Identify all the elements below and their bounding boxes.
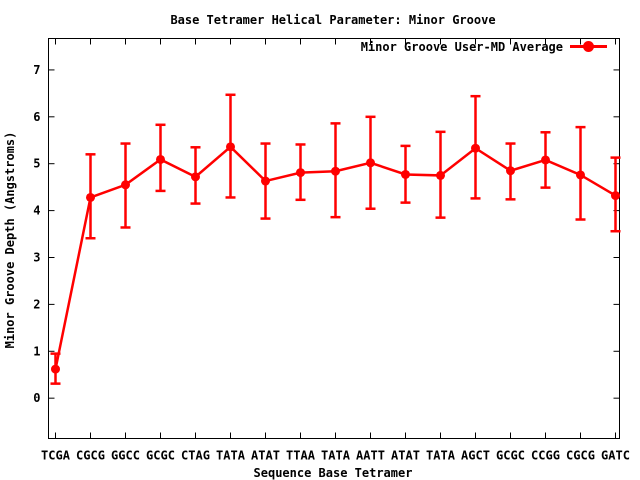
data-point [331,166,340,176]
data-series [50,93,621,385]
y-tick-label: 0 [33,391,40,405]
data-point [191,172,200,182]
data-point [436,170,445,180]
data-point [51,364,60,374]
data-point [471,143,480,153]
data-point [611,191,620,201]
data-point [576,170,585,180]
x-tick-label: GGCC [111,449,140,463]
x-tick-label: AATT [356,449,385,463]
y-tick-label: 4 [33,204,40,218]
plot-border [48,38,620,439]
data-point [156,154,165,164]
x-tick-label: AGCT [461,449,490,463]
x-tick-label: TCGA [41,449,71,463]
data-point [296,168,305,178]
legend-label: Minor Groove User-MD Average [361,40,563,54]
data-point [226,142,235,152]
data-point [506,166,515,176]
x-axis-label: Sequence Base Tetramer [254,466,413,480]
y-tick-label: 5 [33,157,40,171]
y-axis-label: Minor Groove Depth (Angstroms) [3,132,17,349]
x-tick-label: ATAT [251,449,280,463]
data-point [121,180,130,190]
y-tick-label: 7 [33,63,40,77]
chart-title: Base Tetramer Helical Parameter: Minor G… [170,13,495,27]
y-tick-label: 3 [33,250,40,264]
data-point [541,155,550,165]
x-tick-label: CTAG [181,449,210,463]
y-tick-labels: 0 1 2 3 4 5 6 7 [33,63,40,405]
y-tick-label: 2 [33,297,40,311]
x-tick-label: CGCG [76,449,105,463]
y-tick-label: 1 [33,344,40,358]
x-tick-labels: TCGA CGCG GGCC GCGC CTAG TATA ATAT TTAA TATA AATT… [41,449,630,463]
x-tick-label: TTAA [286,449,316,463]
x-tick-label: GCGC [496,449,525,463]
data-point [261,176,270,186]
x-tick-label: GCGC [146,449,175,463]
x-tick-label: TATA [321,449,351,463]
x-tick-label: ATAT [391,449,420,463]
x-tick-label: CCGG [531,449,560,463]
x-tick-label: TATA [426,449,456,463]
data-point [366,158,375,168]
data-point [401,169,410,179]
y-tick-label: 6 [33,110,40,124]
x-tick-label: CGCG [566,449,595,463]
data-point [86,192,95,202]
plot-frame [48,38,620,439]
legend-sample-marker-icon [570,41,607,52]
x-tick-label: TATA [216,449,246,463]
x-tick-label: GATC [601,449,630,463]
